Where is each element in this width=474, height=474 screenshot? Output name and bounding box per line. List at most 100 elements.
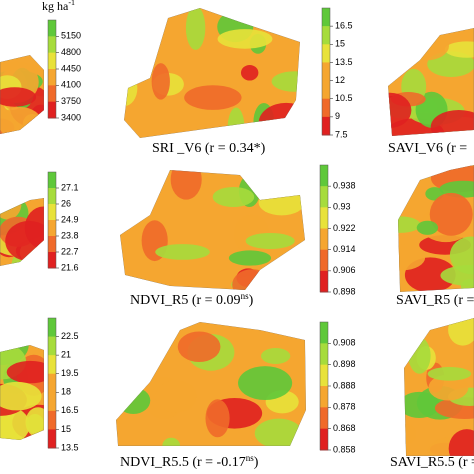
caption-text: NDVI_R5 (r = 0.09 [130, 293, 241, 308]
colorbar-label: 26 [61, 198, 71, 208]
colorbar-segment [48, 410, 56, 430]
map-zone [404, 424, 417, 444]
colorbar-label: 0.888 [333, 380, 356, 390]
map-zone [398, 244, 426, 271]
caption-text: SAVI_R5 (r = [396, 293, 474, 308]
colorbar-label: 0.868 [333, 423, 356, 433]
map-zone [448, 429, 474, 456]
colorbar-segment [48, 188, 56, 205]
colorbar-segment [320, 249, 328, 272]
colorbar-label: 0.922 [333, 223, 356, 233]
colorbar-label: 19.5 [61, 368, 79, 378]
map-zone [388, 92, 412, 128]
colorbar-label: 0.898 [333, 286, 356, 296]
map-zone [416, 220, 439, 235]
caption-text: NDVI_R5.5 (r = -0.17 [120, 455, 246, 470]
colorbar-segment [48, 429, 56, 449]
colorbar-label: 0.914 [333, 244, 356, 254]
colorbar-segment [320, 407, 328, 430]
colorbar-label: 13.5 [61, 442, 79, 452]
caption-end: ) [254, 455, 259, 470]
colorbar-segment [322, 44, 330, 63]
map-zone [228, 250, 272, 266]
colorbar-label: 22.5 [61, 331, 79, 341]
colorbar-label: 4450 [61, 63, 81, 73]
colorbar-segment [48, 204, 56, 221]
map-zone [151, 63, 170, 100]
colorbar-segment [48, 336, 56, 356]
map-zone [254, 418, 303, 446]
map-zone [184, 85, 242, 110]
map-zone [427, 366, 472, 381]
map-zone [155, 380, 197, 413]
colorbar-label: 10.5 [335, 93, 353, 103]
unit-label: kg ha-1 [42, 0, 75, 13]
colorbar-label: 5150 [61, 31, 81, 41]
map-zone [212, 186, 255, 208]
map-outline [0, 198, 44, 266]
caption-text: SRI _V6 (r = 0.34*) [152, 141, 266, 156]
unit-text: kg ha [42, 0, 69, 13]
map-zone [238, 366, 293, 401]
colorbar-label: 13.5 [335, 57, 353, 67]
map-zone [245, 232, 295, 250]
map-zone [398, 216, 421, 233]
colorbar-label: 23.8 [61, 230, 79, 240]
colorbar-frame [47, 317, 57, 449]
colorbar-label: 4100 [61, 80, 81, 90]
map-zone [404, 391, 440, 418]
colorbar-segment [322, 62, 330, 82]
map-zone [434, 397, 474, 420]
caption-sup: ns [246, 453, 255, 463]
caption-sup: ns [241, 291, 250, 301]
map-zone [155, 244, 210, 260]
colorbar-segment [48, 69, 56, 86]
map-zone [444, 41, 474, 58]
colorbar-segment [320, 186, 328, 208]
colorbar-segment [322, 80, 330, 100]
colorbar-segment [48, 36, 56, 54]
colorbar-segment [322, 8, 330, 27]
colorbar-segment [48, 373, 56, 393]
colorbar-label: 3400 [61, 112, 81, 122]
colorbar-segment [48, 85, 56, 103]
map-caption: SAVI_R5 (r = [396, 293, 474, 308]
colorbar-label: 16.5 [335, 21, 353, 31]
field-map [404, 318, 474, 456]
colorbar-segment [320, 322, 328, 344]
map-zone [429, 192, 473, 236]
map-caption: NDVI_R5 (r = 0.09ns) [130, 291, 254, 308]
colorbar-segment [322, 26, 330, 45]
colorbar-label: 15 [61, 424, 71, 434]
colorbar-label: 0.906 [333, 265, 356, 275]
colorbar-segment [48, 101, 56, 119]
map-zone [24, 206, 44, 250]
map-outline [124, 8, 300, 138]
map-zone [260, 348, 291, 364]
map-zone [0, 406, 30, 440]
map-outline [120, 170, 305, 290]
field-map [0, 345, 44, 440]
colorbar-label: 15 [335, 39, 345, 49]
map-zone [240, 64, 259, 81]
colorbar-label: 0.938 [333, 181, 356, 191]
colorbar-segment [48, 220, 56, 237]
colorbar-label: 0.878 [333, 402, 356, 412]
colorbar-label: 27.1 [61, 182, 79, 192]
colorbar-label: 0.898 [333, 359, 356, 369]
colorbar-segment [320, 270, 328, 293]
map-zone [217, 29, 273, 49]
unit-sup: -1 [68, 0, 75, 7]
map-zone [0, 381, 42, 411]
colorbar-segment [48, 318, 56, 338]
map-zone [205, 399, 230, 438]
map-zone [170, 170, 202, 200]
colorbar-segment [48, 355, 56, 375]
map-zone [177, 331, 221, 363]
map-zone [0, 87, 37, 107]
colorbar-segment [320, 428, 328, 451]
map-caption: NDVI_R5.5 (r = -0.17ns) [120, 453, 259, 470]
caption-text: SAVI_R5.5 (r = [390, 455, 474, 470]
map-zone [427, 51, 474, 77]
